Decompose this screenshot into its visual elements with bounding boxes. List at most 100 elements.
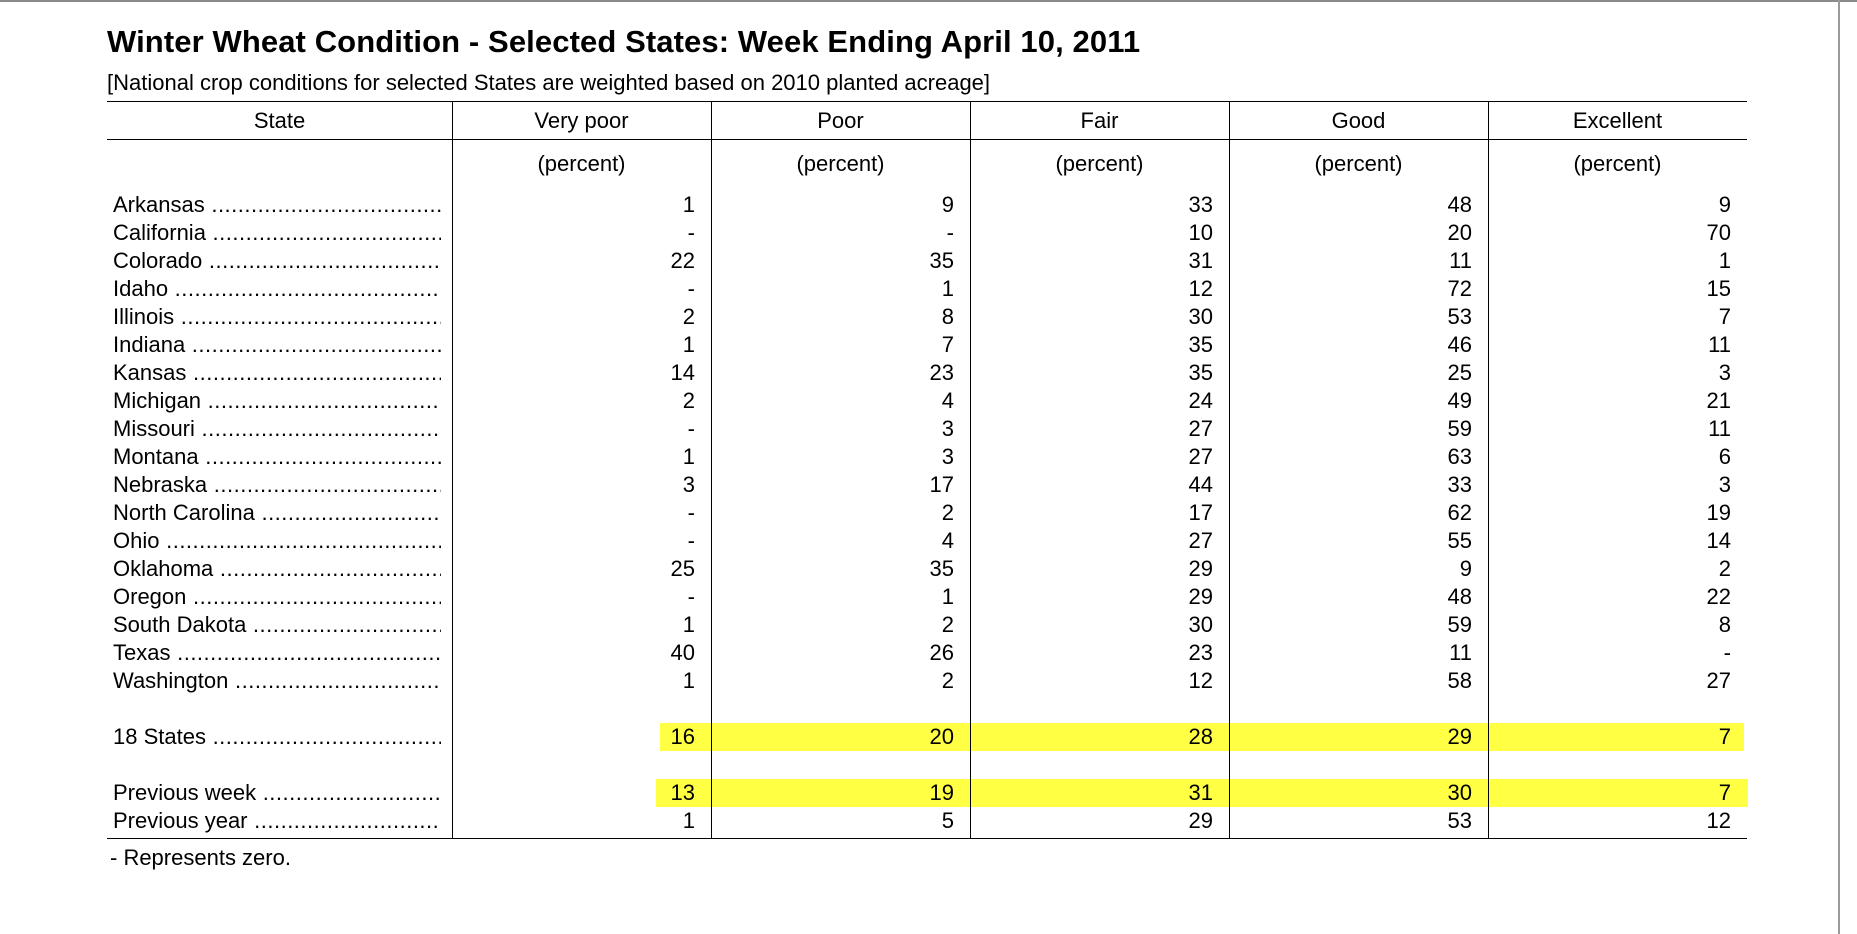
state-label: Oklahoma: [113, 556, 214, 581]
value-cell: 19: [1706, 500, 1731, 525]
table-row: Kansas 14 23 35 25 3: [0, 359, 1857, 387]
state-label: Kansas: [113, 360, 187, 385]
value-cell: 58: [1447, 668, 1472, 693]
value-cell: 12: [1188, 276, 1213, 301]
unit-label: (percent): [1573, 151, 1662, 176]
value-cell: 3: [682, 472, 695, 497]
value-cell: 1: [682, 612, 695, 637]
table-row: Missouri - 3 27 59 11: [0, 415, 1857, 443]
state-name: 18 States: [113, 723, 441, 751]
value-cell: -: [687, 220, 695, 245]
table-bottom-rule: [107, 838, 1747, 839]
state-label: Previous year: [113, 808, 248, 833]
table-row: Montana 1 3 27 63 6: [0, 443, 1857, 471]
value-cell: 1: [1718, 248, 1731, 273]
state-label: Idaho: [113, 276, 169, 301]
state-label: Washington: [113, 668, 229, 693]
table-subtitle: [National crop conditions for selected S…: [107, 70, 991, 95]
column-header: Good: [1331, 108, 1386, 133]
value-cell: 27: [1188, 416, 1213, 441]
value-cell: 7: [941, 332, 954, 357]
value-cell: 28: [1188, 724, 1213, 749]
state-name: Indiana: [113, 331, 441, 359]
column-header: Fair: [1080, 108, 1119, 133]
column-divider: [970, 102, 971, 839]
value-cell: 1: [682, 192, 695, 217]
value-cell: 29: [1188, 808, 1213, 833]
value-cell: 23: [929, 360, 954, 385]
value-cell: -: [1723, 640, 1731, 665]
value-cell: 1: [941, 276, 954, 301]
unit-label: (percent): [1055, 151, 1144, 176]
state-name: Illinois: [113, 303, 441, 331]
state-label: Texas: [113, 640, 171, 665]
column-header: State: [253, 108, 306, 133]
column-header: Excellent: [1572, 108, 1663, 133]
table-row: Texas 40 26 23 11 -: [0, 639, 1857, 667]
value-cell: 11: [1449, 640, 1472, 665]
value-cell: 17: [1188, 500, 1213, 525]
value-cell: 59: [1447, 612, 1472, 637]
value-cell: 2: [682, 388, 695, 413]
value-cell: 20: [929, 724, 954, 749]
state-name: Arkansas: [113, 191, 441, 219]
value-cell: 31: [1188, 248, 1213, 273]
value-cell: 27: [1188, 528, 1213, 553]
state-name: Nebraska: [113, 471, 441, 499]
column-divider: [1229, 102, 1230, 839]
table-row: Colorado223531111: [0, 247, 1857, 275]
table-row: Nebraska31744333: [0, 471, 1857, 499]
value-cell: 62: [1447, 500, 1472, 525]
value-cell: 4: [941, 528, 954, 553]
value-cell: 63: [1447, 444, 1472, 469]
value-cell: 40: [670, 640, 695, 665]
column-header: Poor: [817, 108, 864, 133]
state-label: 18 States: [113, 724, 206, 749]
value-cell: 59: [1447, 416, 1472, 441]
highlight-bar: [660, 723, 1744, 751]
value-cell: -: [687, 584, 695, 609]
state-label: Arkansas: [113, 192, 205, 217]
value-cell: 9: [1459, 556, 1472, 581]
value-cell: 29: [1188, 584, 1213, 609]
value-cell: 14: [1706, 528, 1731, 553]
table-row: South Dakota 1 2 30 59 8: [0, 611, 1857, 639]
unit-label: (percent): [537, 151, 626, 176]
state-name: Missouri: [113, 415, 441, 443]
value-cell: 48: [1447, 584, 1472, 609]
value-cell: 2: [682, 304, 695, 329]
value-cell: 26: [929, 640, 954, 665]
column-divider: [1488, 102, 1489, 839]
value-cell: 70: [1706, 220, 1731, 245]
state-label: Nebraska: [113, 472, 208, 497]
value-cell: 29: [1447, 724, 1472, 749]
value-cell: 4: [941, 388, 954, 413]
state-name: South Dakota: [113, 611, 441, 639]
value-cell: 3: [941, 444, 954, 469]
value-cell: 12: [1706, 808, 1731, 833]
state-name: Previous week: [113, 779, 441, 807]
state-label: Oregon: [113, 584, 187, 609]
value-cell: 9: [941, 192, 954, 217]
state-name: North Carolina: [113, 499, 441, 527]
value-cell: -: [687, 500, 695, 525]
value-cell: 27: [1188, 444, 1213, 469]
state-label: North Carolina: [113, 500, 255, 525]
value-cell: 7: [1718, 724, 1731, 749]
value-cell: 72: [1447, 276, 1472, 301]
value-cell: 20: [1447, 220, 1472, 245]
value-cell: 30: [1188, 304, 1213, 329]
value-cell: 21: [1706, 388, 1731, 413]
value-cell: 13: [670, 780, 695, 805]
value-cell: 2: [941, 668, 954, 693]
value-cell: 44: [1188, 472, 1213, 497]
value-cell: 23: [1188, 640, 1213, 665]
value-cell: 11: [1708, 416, 1731, 441]
value-cell: 46: [1447, 332, 1472, 357]
value-cell: 22: [670, 248, 695, 273]
value-cell: 25: [1447, 360, 1472, 385]
summary-row: Previous week 13 19 31 30 7: [0, 779, 1857, 807]
value-cell: 3: [1718, 360, 1731, 385]
value-cell: 1: [682, 808, 695, 833]
header-top-rule: [107, 101, 1747, 102]
